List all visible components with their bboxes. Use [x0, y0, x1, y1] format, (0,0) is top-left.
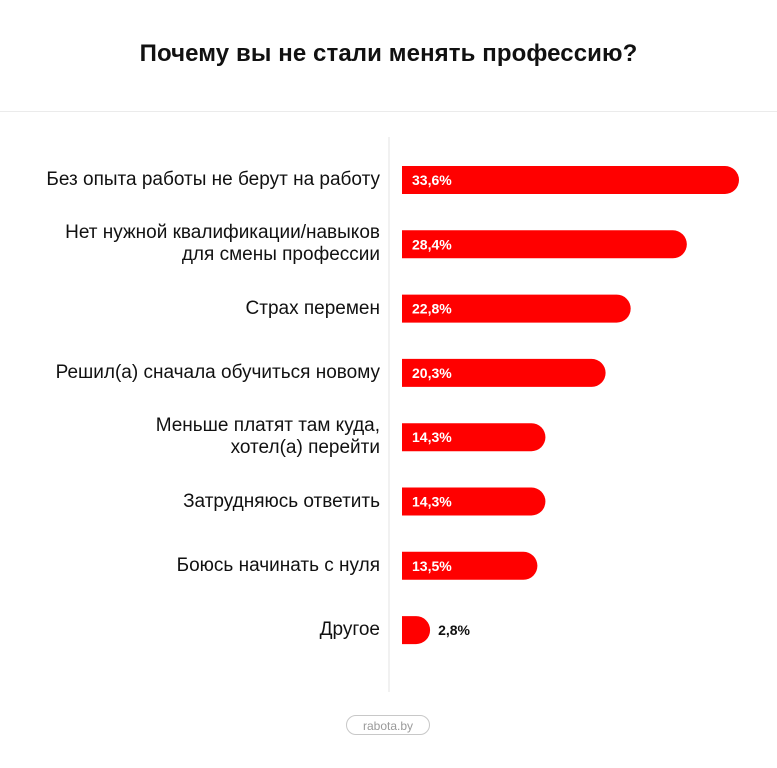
bar-value-label-7: 13,5% [412, 558, 452, 574]
watermark-badge: rabota.by [346, 715, 430, 735]
bar-6 [402, 487, 546, 516]
bar-value-label-4: 20,3% [412, 365, 452, 381]
bar-4 [402, 358, 606, 387]
category-label-3: Страх перемен [245, 297, 380, 319]
category-label-5: Меньше платят там куда, хотел(а) перейти [155, 415, 380, 459]
bar-7 [402, 551, 538, 580]
bar-value-label-1: 33,6% [412, 172, 452, 188]
bar-3 [402, 294, 631, 323]
chart-title: Почему вы не стали менять профессию? [139, 40, 638, 67]
category-label-7: Боюсь начинать с нуля [176, 554, 380, 576]
bar-8 [402, 616, 431, 645]
category-label-1: Без опыта работы не берут на работу [46, 169, 380, 190]
bar-value-label-8: 2,8% [438, 622, 470, 638]
bar-value-label-5: 14,3% [412, 429, 452, 445]
bar-value-label-3: 22,8% [412, 301, 452, 317]
header-divider [0, 111, 777, 112]
category-label-2: Нет нужной квалификации/навыков для смен… [65, 222, 380, 266]
bar-1 [402, 166, 739, 194]
category-label-8: Другое [319, 619, 380, 641]
bar-2 [402, 230, 687, 259]
bar-value-label-6: 14,3% [412, 494, 452, 510]
category-label-4: Решил(а) сначала обучиться новому [55, 361, 380, 383]
bars-group: 33,6% 28,4% 22,8% 20,3% 14,3% 14,3% 13,5% 2,8% [402, 166, 739, 645]
bar-value-label-2: 28,4% [412, 236, 452, 252]
category-label-6: Затрудняюсь ответить [183, 490, 380, 512]
bar-5 [402, 423, 546, 452]
